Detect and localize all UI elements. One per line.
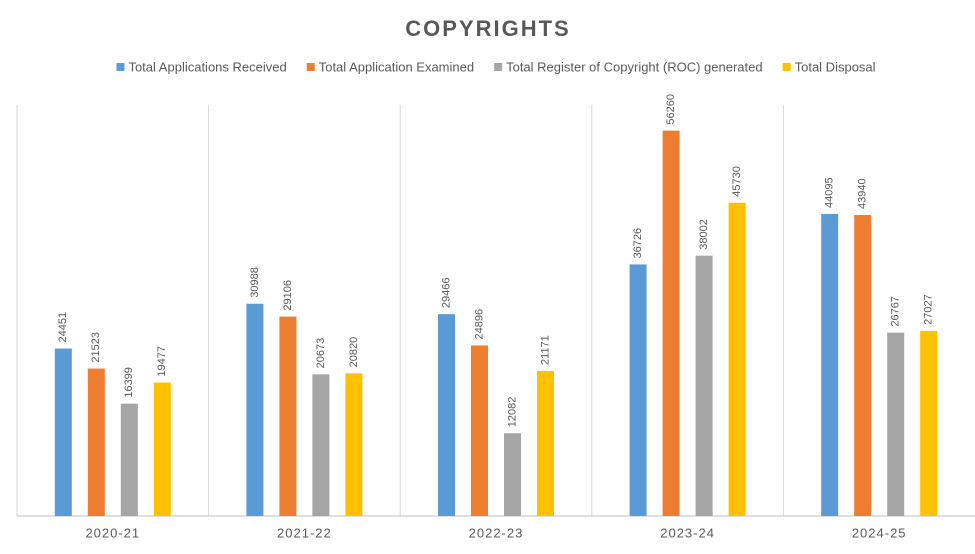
data-label: 36726 <box>632 228 644 259</box>
bar <box>153 382 171 516</box>
bar <box>695 255 713 517</box>
bar <box>471 345 488 516</box>
data-label: 21171 <box>539 335 551 365</box>
bar <box>54 348 72 516</box>
data-label: 26767 <box>890 296 902 327</box>
bar <box>246 303 264 516</box>
bar <box>887 332 905 516</box>
data-label: 43940 <box>857 178 869 209</box>
legend-swatch <box>116 63 125 71</box>
data-label: 29466 <box>440 278 452 309</box>
data-label: 20820 <box>348 337 360 368</box>
x-tick-label: 2021-22 <box>277 525 332 540</box>
data-label: 38002 <box>698 219 710 250</box>
legend-label: Total Disposal <box>795 59 876 74</box>
data-label: 29106 <box>282 280 294 311</box>
data-label: 19477 <box>156 346 168 377</box>
bar <box>821 213 839 516</box>
data-label: 20673 <box>315 338 327 369</box>
bar <box>87 368 105 516</box>
x-tick-label: 2022-23 <box>469 525 524 540</box>
legend-label: Total Applications Received <box>128 59 286 74</box>
data-label: 24451 <box>57 312 69 343</box>
bar <box>312 374 330 516</box>
legend-swatch <box>306 63 315 71</box>
data-label: 16399 <box>123 367 135 398</box>
data-label: 44095 <box>824 177 836 208</box>
bar <box>728 202 746 516</box>
data-label: 45730 <box>731 166 743 197</box>
legend-label: Total Application Examined <box>319 59 474 74</box>
data-label: 24896 <box>473 309 485 340</box>
bar <box>120 403 138 516</box>
data-label: 21523 <box>90 332 102 363</box>
x-tick-label: 2023-24 <box>660 525 715 540</box>
data-label: 30988 <box>249 267 261 298</box>
bar <box>537 370 554 516</box>
x-tick-label: 2024-25 <box>852 525 907 540</box>
legend-label: Total Register of Copyright (ROC) genera… <box>506 59 763 74</box>
legend-swatch <box>494 63 503 71</box>
bar <box>438 314 455 516</box>
legend-swatch <box>782 63 791 71</box>
data-label: 27027 <box>923 294 935 325</box>
bar <box>345 373 363 516</box>
bar <box>504 433 521 516</box>
bar <box>629 264 647 516</box>
bar <box>920 330 938 516</box>
bar <box>854 215 872 517</box>
data-label: 12082 <box>506 397 518 428</box>
bar <box>279 316 297 516</box>
chart-title: COPYRIGHTS <box>405 16 570 41</box>
bar <box>662 130 680 516</box>
data-label: 56260 <box>665 94 677 125</box>
x-tick-label: 2020-21 <box>85 525 140 540</box>
